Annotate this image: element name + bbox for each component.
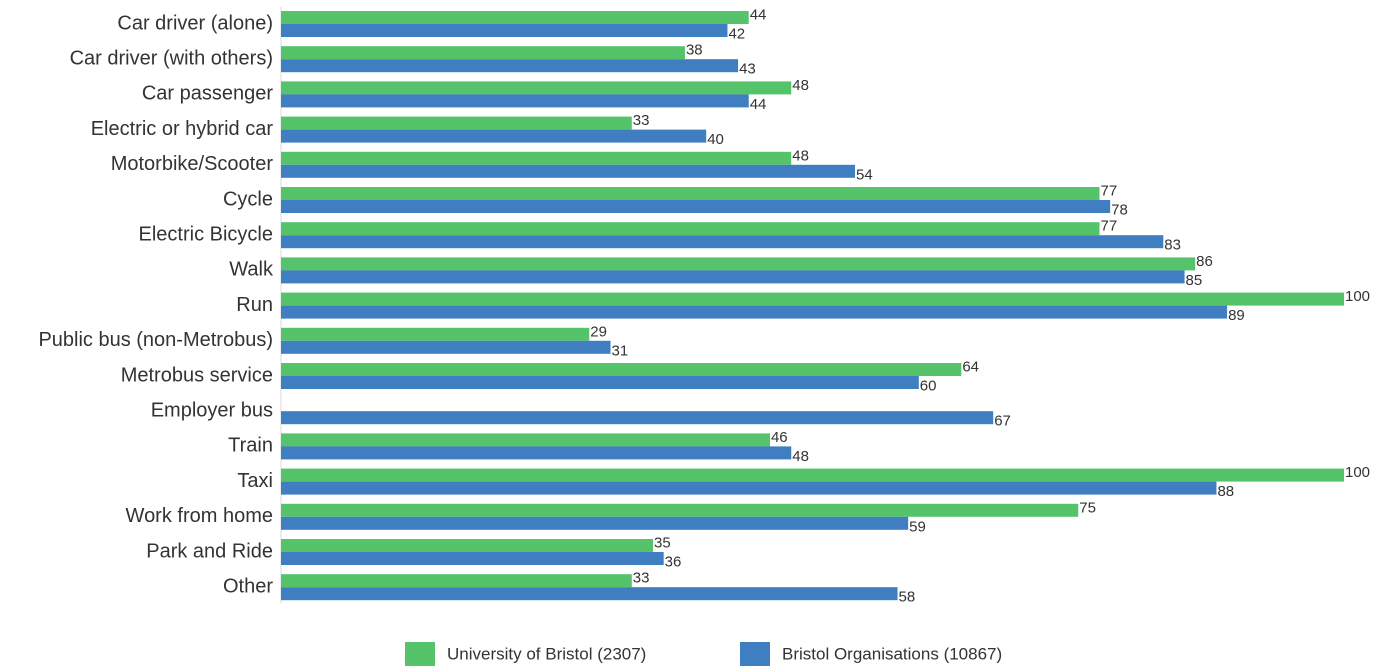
bar (281, 200, 1111, 213)
bar (281, 235, 1164, 249)
category-label: Run (236, 294, 273, 316)
bar (281, 151, 792, 165)
category-label: Car driver (with others) (70, 47, 273, 69)
value-label: 77 (1101, 218, 1118, 235)
value-label: 48 (792, 77, 809, 94)
bar (281, 503, 1079, 517)
value-label: 29 (590, 323, 607, 340)
value-label: 67 (994, 413, 1011, 430)
value-label: 89 (1228, 307, 1245, 324)
bar (281, 129, 707, 143)
value-label: 100 (1345, 464, 1370, 481)
bar (281, 59, 739, 73)
bar (281, 81, 792, 95)
bar (281, 187, 1100, 200)
value-label: 86 (1196, 253, 1213, 270)
category-label: Other (223, 575, 273, 597)
bar (281, 46, 685, 60)
bar (281, 292, 1344, 306)
value-label: 78 (1111, 201, 1128, 218)
category-label: Employer bus (151, 399, 273, 421)
bar (281, 376, 919, 389)
value-label: 58 (899, 589, 916, 606)
value-label: 46 (771, 429, 788, 446)
value-label: 36 (665, 553, 682, 570)
bar (281, 11, 749, 24)
value-label: 48 (792, 448, 809, 465)
category-label: Electric Bicycle (139, 223, 273, 245)
value-label: 38 (686, 42, 703, 59)
bar (281, 164, 856, 178)
value-label: 42 (728, 25, 745, 42)
bar (281, 257, 1196, 271)
category-label: Car passenger (142, 83, 274, 105)
bar (281, 539, 654, 552)
bar (281, 574, 632, 588)
bar (281, 327, 590, 341)
value-label: 33 (633, 112, 650, 129)
legend-label: Bristol Organisations (10867) (782, 644, 1002, 663)
category-label: Train (228, 435, 273, 457)
category-label: Work from home (126, 505, 273, 527)
value-label: 88 (1217, 483, 1234, 500)
category-label: Park and Ride (146, 540, 273, 562)
value-label: 75 (1079, 499, 1096, 516)
category-label: Taxi (237, 470, 273, 492)
category-label: Walk (229, 259, 274, 281)
bar (281, 116, 632, 130)
value-label: 60 (920, 377, 937, 394)
category-label: Metrobus service (121, 364, 273, 386)
value-label: 31 (612, 342, 629, 359)
value-label: 44 (750, 6, 767, 23)
bar (281, 587, 898, 601)
category-label: Public bus (non-Metrobus) (38, 329, 273, 351)
value-label: 85 (1186, 272, 1203, 289)
value-label: 40 (707, 131, 724, 148)
value-label: 54 (856, 166, 873, 183)
category-label: Motorbike/Scooter (111, 153, 274, 175)
legend-label: University of Bristol (2307) (447, 644, 646, 663)
value-label: 43 (739, 61, 756, 78)
bar (281, 94, 749, 108)
bar (281, 363, 962, 376)
bar (281, 552, 664, 565)
value-label: 59 (909, 518, 926, 535)
category-label: Electric or hybrid car (91, 118, 274, 140)
bar (281, 340, 611, 354)
bar (281, 468, 1344, 482)
bar (281, 24, 728, 37)
value-label: 64 (962, 358, 979, 375)
value-label: 100 (1345, 288, 1370, 305)
value-label: 77 (1101, 182, 1118, 199)
bar (281, 411, 994, 425)
legend-swatch (405, 642, 435, 666)
bar (281, 446, 792, 460)
value-label: 44 (750, 96, 767, 113)
bar (281, 433, 770, 447)
legend-swatch (740, 642, 770, 666)
bar (281, 270, 1185, 284)
value-label: 48 (792, 147, 809, 164)
bar (281, 222, 1100, 236)
bar (281, 481, 1217, 495)
bar (281, 305, 1228, 319)
value-label: 33 (633, 570, 650, 587)
bar (281, 516, 909, 530)
category-label: Cycle (223, 188, 273, 210)
value-label: 83 (1164, 237, 1181, 254)
value-label: 35 (654, 534, 671, 551)
category-label: Car driver (alone) (117, 12, 273, 34)
